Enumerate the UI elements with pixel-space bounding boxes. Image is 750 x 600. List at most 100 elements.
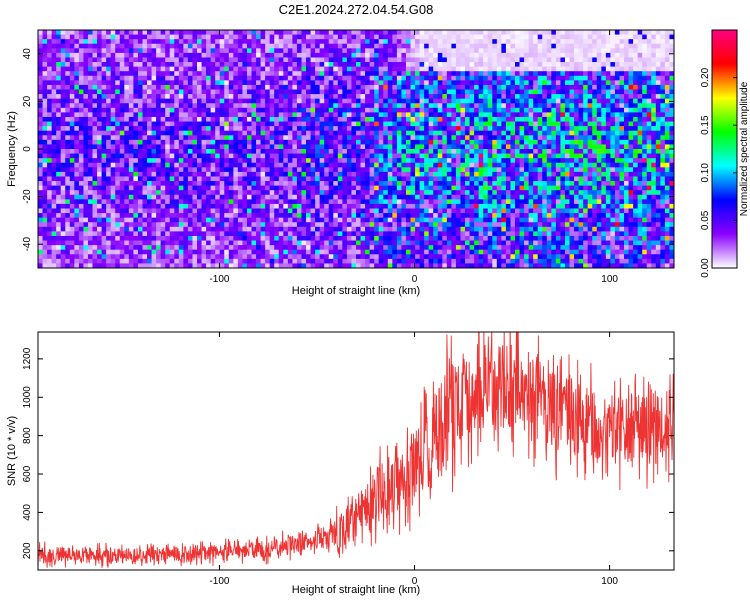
- heatmap-cell: [83, 249, 89, 255]
- heatmap-cell: [401, 98, 407, 104]
- heatmap-cell: [142, 203, 148, 209]
- heatmap-cell: [428, 222, 434, 228]
- heatmap-cell: [460, 107, 466, 113]
- heatmap-cell: [451, 75, 457, 81]
- heatmap-cell: [69, 112, 75, 118]
- heatmap-cell: [287, 112, 293, 118]
- heatmap-cell: [433, 112, 439, 118]
- heatmap-cell: [106, 231, 112, 237]
- heatmap-cell: [233, 80, 239, 86]
- heatmap-cell: [424, 30, 430, 35]
- heatmap-cell: [369, 149, 375, 154]
- heatmap-cell: [465, 171, 470, 177]
- heatmap-cell: [396, 176, 402, 182]
- heatmap-cell: [369, 158, 375, 164]
- heatmap-cell: [178, 66, 184, 72]
- heatmap-cell: [374, 263, 380, 268]
- heatmap-cell: [128, 199, 134, 205]
- heatmap-cell: [219, 126, 225, 132]
- heatmap-cell: [437, 176, 443, 182]
- heatmap-cell: [142, 80, 148, 86]
- heatmap-cell: [51, 126, 57, 132]
- heatmap-cell: [260, 71, 266, 77]
- heatmap-cell: [410, 75, 416, 81]
- heatmap-cell: [65, 217, 71, 223]
- heatmap-cell: [47, 84, 53, 90]
- heatmap-cell: [278, 39, 284, 45]
- heatmap-cell: [392, 185, 398, 191]
- heatmap-cell: [410, 208, 416, 214]
- heatmap-cell: [74, 98, 80, 104]
- heatmap-cell: [165, 245, 171, 251]
- heatmap-cell: [133, 80, 139, 86]
- heatmap-cell: [419, 213, 425, 219]
- heatmap-cell: [256, 149, 261, 154]
- heatmap-cell: [419, 66, 425, 72]
- heatmap-cell: [383, 162, 389, 168]
- heatmap-cell: [319, 149, 325, 154]
- heatmap-cell: [87, 39, 93, 45]
- heatmap-cell: [169, 167, 175, 173]
- heatmap-cell: [174, 208, 180, 214]
- heatmap-cell: [269, 245, 275, 251]
- heatmap-cell: [396, 62, 402, 68]
- heatmap-cell: [351, 144, 357, 150]
- heatmap-cell: [433, 94, 439, 100]
- heatmap-cell: [228, 71, 234, 77]
- heatmap-cell: [219, 52, 225, 58]
- heatmap-cell: [387, 222, 393, 228]
- heatmap-cell: [187, 75, 193, 81]
- heatmap-cell: [437, 126, 443, 132]
- heatmap-cell: [460, 158, 466, 164]
- heatmap-cell: [315, 158, 321, 164]
- heatmap-cell: [333, 39, 339, 45]
- heatmap-cell: [433, 258, 439, 264]
- heatmap-cell: [269, 57, 275, 63]
- heatmap-cell: [374, 190, 380, 196]
- heatmap-cell: [410, 43, 416, 49]
- heatmap-cell: [424, 213, 430, 219]
- heatmap-cell: [342, 258, 348, 264]
- heatmap-cell: [224, 153, 230, 159]
- heatmap-cell: [219, 231, 225, 237]
- heatmap-cell: [174, 258, 180, 264]
- heatmap-cell: [269, 213, 275, 219]
- heatmap-cell: [137, 217, 143, 223]
- heatmap-cell: [287, 167, 293, 173]
- heatmap-cell: [315, 66, 321, 72]
- heatmap-cell: [369, 162, 375, 168]
- heatmap-cell: [87, 66, 93, 72]
- heatmap-cell: [115, 84, 121, 90]
- heatmap-cell: [292, 139, 298, 145]
- heatmap-cell: [147, 48, 152, 54]
- heatmap-cell: [215, 116, 221, 122]
- heatmap-cell: [169, 84, 175, 90]
- heatmap-cell: [374, 52, 380, 58]
- heatmap-cell: [369, 249, 375, 255]
- heatmap-cell: [333, 245, 339, 251]
- heatmap-cell: [228, 213, 234, 219]
- heatmap-cell: [38, 199, 43, 205]
- heatmap-cell: [151, 249, 157, 255]
- heatmap-cell: [115, 103, 121, 109]
- heatmap-cell: [242, 181, 248, 187]
- heatmap-cell: [151, 162, 157, 168]
- heatmap-cell: [283, 84, 289, 90]
- heatmap-cell: [69, 217, 75, 223]
- heatmap-cell: [51, 176, 57, 182]
- heatmap-cell: [219, 84, 225, 90]
- heatmap-cell: [342, 107, 348, 113]
- heatmap-cell: [333, 116, 339, 122]
- heatmap-cell: [428, 30, 434, 35]
- heatmap-cell: [174, 34, 180, 40]
- heatmap-cell: [356, 263, 361, 268]
- heatmap-cell: [315, 112, 321, 118]
- heatmap-cell: [56, 235, 62, 241]
- heatmap-cell: [219, 263, 225, 268]
- heatmap-cell: [192, 52, 198, 58]
- heatmap-cell: [178, 208, 184, 214]
- heatmap-cell: [328, 162, 334, 168]
- heatmap-cell: [101, 226, 107, 232]
- heatmap-cell: [128, 98, 134, 104]
- heatmap-cell: [392, 194, 398, 200]
